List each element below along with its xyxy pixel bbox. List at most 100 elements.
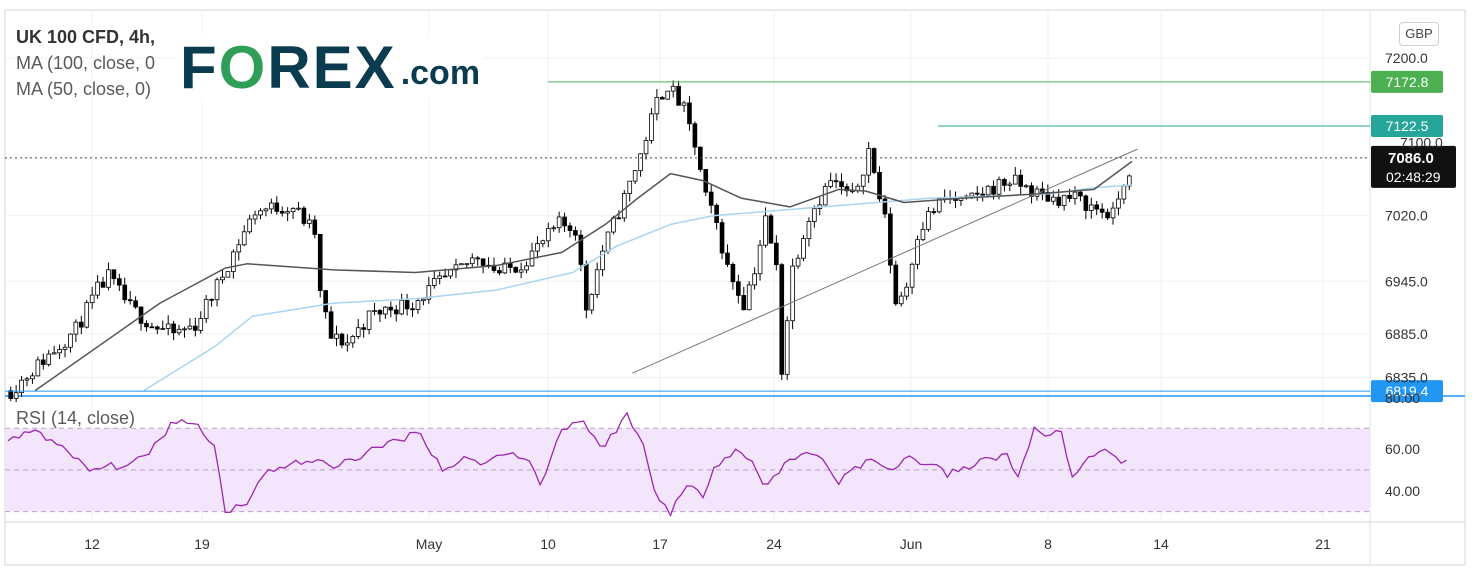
- candle-body: [231, 251, 236, 273]
- candle-body: [638, 153, 643, 172]
- ma100-line: [34, 160, 1133, 392]
- candle-body: [323, 290, 328, 313]
- candle-body: [736, 281, 741, 296]
- candle-body: [426, 285, 432, 300]
- price-tick-label: 7020.0: [1385, 208, 1428, 224]
- candle-body: [263, 208, 269, 212]
- horizontal-levels: 7172.8 7122.5 6819.4 7086.0 02:48:29 7100.0: [5, 70, 1456, 403]
- currency-button[interactable]: GBP: [1399, 22, 1439, 46]
- candle-body: [513, 267, 519, 273]
- candle-body: [985, 185, 991, 196]
- candle-body: [551, 227, 557, 230]
- candle-body: [149, 326, 155, 329]
- legend-ma100: MA (100, close, 0: [16, 53, 156, 73]
- time-tick-label: 12: [84, 536, 100, 552]
- candle-body: [812, 208, 817, 222]
- candle-body: [214, 279, 220, 301]
- candle-body: [40, 359, 46, 365]
- candle-body: [649, 113, 654, 141]
- candle-body: [562, 216, 567, 227]
- candle-body: [746, 284, 752, 311]
- candle-body: [502, 262, 508, 274]
- candle-body: [1099, 208, 1105, 213]
- candle-body: [1116, 198, 1121, 209]
- legend: UK 100 CFD, 4h, MA (100, close, 0 MA (50…: [16, 24, 155, 102]
- candle-body: [404, 300, 410, 310]
- candle-body: [893, 264, 899, 305]
- candle-body: [144, 322, 149, 328]
- candle-body: [877, 171, 882, 200]
- logo-wordmark: FOREX: [180, 33, 397, 101]
- price-tick-label: 7100.0: [1400, 135, 1443, 151]
- candle-body: [1088, 204, 1094, 211]
- candle-body: [833, 180, 839, 183]
- candle-body: [806, 221, 812, 239]
- rsi-label: RSI (14, close): [16, 408, 136, 428]
- candle-body: [578, 234, 584, 265]
- price-tick-label: 6835.0: [1385, 370, 1428, 386]
- candle-body: [258, 210, 263, 216]
- candle-body: [73, 321, 79, 335]
- candle-body: [442, 275, 448, 278]
- last-price-tag: [1371, 145, 1456, 188]
- candle-body: [431, 278, 437, 286]
- candle-body: [540, 240, 546, 245]
- candle-body: [665, 90, 671, 100]
- rsi-line: [7, 411, 1127, 518]
- support-trendline: [632, 148, 1138, 374]
- candle-body: [844, 186, 850, 192]
- candle-body: [236, 244, 242, 253]
- candle-body: [448, 269, 453, 277]
- rsi-tick-label: 80.00: [1385, 390, 1420, 406]
- candle-body: [187, 325, 193, 330]
- candle-body: [1121, 185, 1127, 200]
- candle-body: [545, 228, 551, 242]
- candle-body: [1094, 204, 1100, 210]
- candle-body: [643, 140, 649, 155]
- candle-body: [198, 318, 204, 331]
- candle-body: [627, 180, 633, 194]
- candle-body: [866, 148, 871, 176]
- candle-body: [399, 300, 404, 315]
- candle-body: [882, 198, 888, 215]
- candle-body: [464, 263, 470, 266]
- candle-body: [839, 181, 844, 188]
- candle-body: [393, 309, 399, 315]
- candle-body: [241, 231, 247, 246]
- candle-body: [741, 295, 747, 311]
- candle-body: [51, 352, 57, 355]
- price-tick-label: 6945.0: [1385, 273, 1428, 289]
- candle-body: [453, 264, 459, 271]
- rsi-band: [5, 428, 1370, 512]
- candle-body: [556, 216, 562, 229]
- candle-body: [68, 333, 73, 348]
- candle-body: [377, 310, 383, 315]
- candle-body: [8, 390, 14, 399]
- candle-body: [62, 346, 68, 350]
- candle-body: [996, 179, 1002, 195]
- candle-body: [1012, 174, 1018, 185]
- candle-body: [1105, 211, 1110, 219]
- candle-body: [252, 214, 258, 220]
- level-tag-label: 6819.4: [1386, 383, 1429, 399]
- candle-body: [926, 211, 931, 230]
- candle-body: [78, 321, 84, 328]
- rsi-panel: [5, 395, 1465, 523]
- candle-body: [611, 217, 616, 233]
- forex-logo: FOREX .com: [176, 33, 485, 101]
- candle-body: [339, 333, 345, 346]
- candle-body: [801, 238, 806, 259]
- candle-body: [480, 258, 486, 266]
- candle-body: [1056, 196, 1062, 206]
- candle-body: [35, 359, 41, 377]
- countdown-label: 02:48:29: [1386, 169, 1441, 185]
- candle-body: [779, 264, 785, 375]
- candle-body: [1050, 196, 1056, 202]
- candle-body: [328, 311, 334, 339]
- candle-body: [535, 243, 540, 252]
- candle-body: [19, 379, 24, 394]
- time-tick-label: 24: [766, 536, 782, 552]
- candle-body: [171, 323, 176, 334]
- time-tick-label: Jun: [900, 536, 923, 552]
